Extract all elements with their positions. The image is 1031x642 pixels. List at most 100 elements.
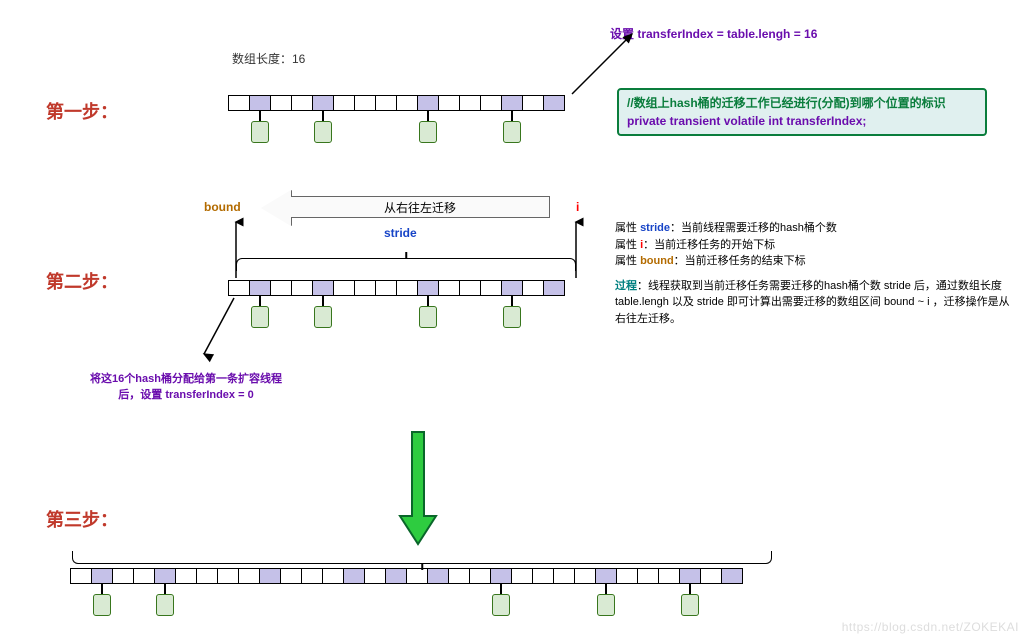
bucket-connector [164, 584, 166, 594]
stride-brace [236, 258, 576, 272]
hash-bucket [503, 121, 521, 143]
array-cell [637, 568, 659, 584]
bottom-note-l1: 将这16个hash桶分配给第一条扩容线程 [56, 370, 316, 386]
bound-label: bound [204, 200, 241, 214]
hash-bucket [251, 306, 269, 328]
migrate-direction-text: 从右往左迁移 [384, 201, 456, 215]
hash-bucket [681, 594, 699, 616]
array-cell [459, 95, 481, 111]
hash-bucket [314, 306, 332, 328]
array-cell [396, 280, 418, 296]
hash-bucket [156, 594, 174, 616]
array-cell [679, 568, 701, 584]
array-cell [480, 95, 502, 111]
step1-label: 第一步： [46, 98, 118, 124]
step3-array [70, 568, 743, 584]
transfer-index-code-box: //数组上hash桶的迁移工作已经进行(分配)到哪个位置的标识 private … [617, 88, 987, 136]
hash-bucket [597, 594, 615, 616]
step3-brace [72, 550, 772, 564]
array-cell [196, 568, 218, 584]
array-cell [91, 568, 113, 584]
desc-process: 过程：线程获取到当前迁移任务需要迁移的hash桶个数 stride 后，通过数组… [615, 278, 1015, 328]
step1-array [228, 95, 565, 111]
array-cell [280, 568, 302, 584]
bucket-connector [322, 296, 324, 306]
array-cell [616, 568, 638, 584]
array-cell [133, 568, 155, 584]
hash-bucket [419, 306, 437, 328]
migrate-direction-arrow: 从右往左迁移 [290, 196, 550, 218]
array-cell [364, 568, 386, 584]
hash-bucket [419, 121, 437, 143]
array-cell [543, 95, 565, 111]
array-cell [700, 568, 722, 584]
array-cell [375, 95, 397, 111]
array-cell [375, 280, 397, 296]
array-cell [490, 568, 512, 584]
desc-line-i: 属性 i：当前迁移任务的开始下标 [615, 237, 1015, 254]
hash-bucket [492, 594, 510, 616]
array-cell [532, 568, 554, 584]
bucket-connector [259, 111, 261, 121]
bucket-connector [427, 111, 429, 121]
array-cell [543, 280, 565, 296]
desc-line-bound: 属性 bound：当前迁移任务的结束下标 [615, 253, 1015, 270]
array-cell [333, 280, 355, 296]
array-cell [658, 568, 680, 584]
step3-label: 第三步： [46, 506, 118, 532]
array-cell [721, 568, 743, 584]
bucket-connector [322, 111, 324, 121]
array-cell [417, 280, 439, 296]
array-cell [112, 568, 134, 584]
array-cell [448, 568, 470, 584]
array-cell [595, 568, 617, 584]
watermark: https://blog.csdn.net/ZOKEKAI [842, 620, 1019, 634]
array-cell [154, 568, 176, 584]
array-length-text: 数组长度：16 [232, 50, 305, 67]
array-cell [438, 280, 460, 296]
bucket-connector [511, 111, 513, 121]
array-cell [574, 568, 596, 584]
array-cell [238, 568, 260, 584]
hash-bucket [503, 306, 521, 328]
array-cell [553, 568, 575, 584]
bucket-connector [500, 584, 502, 594]
array-cell [322, 568, 344, 584]
stride-label: stride [384, 226, 417, 240]
array-cell [480, 280, 502, 296]
array-cell [301, 568, 323, 584]
array-cell [354, 95, 376, 111]
hash-bucket [314, 121, 332, 143]
array-cell [417, 95, 439, 111]
code-line: private transient volatile int transferI… [627, 112, 977, 130]
process-key: 过程 [615, 280, 637, 292]
bottom-note: 将这16个hash桶分配给第一条扩容线程 后，设置 transferIndex … [56, 370, 316, 402]
array-cell [501, 95, 523, 111]
desc-line-stride: 属性 stride：当前线程需要迁移的hash桶个数 [615, 220, 1015, 237]
array-cell [259, 568, 281, 584]
array-cell [469, 568, 491, 584]
bucket-connector [101, 584, 103, 594]
array-cell [522, 280, 544, 296]
code-comment: //数组上hash桶的迁移工作已经进行(分配)到哪个位置的标识 [627, 94, 977, 112]
array-cell [70, 568, 92, 584]
array-cell [333, 95, 355, 111]
bucket-connector [605, 584, 607, 594]
bound-key: bound [640, 255, 674, 267]
array-cell [291, 280, 313, 296]
array-cell [228, 95, 250, 111]
bucket-connector [427, 296, 429, 306]
i-label: i [576, 200, 579, 214]
array-cell [249, 280, 271, 296]
step2-array [228, 280, 565, 296]
array-cell [511, 568, 533, 584]
array-cell [427, 568, 449, 584]
bucket-connector [259, 296, 261, 306]
hash-bucket [251, 121, 269, 143]
array-cell [270, 280, 292, 296]
array-cell [312, 280, 334, 296]
array-cell [343, 568, 365, 584]
bucket-connector [689, 584, 691, 594]
resize-down-arrow [398, 430, 438, 548]
stride-key: stride [640, 222, 670, 234]
